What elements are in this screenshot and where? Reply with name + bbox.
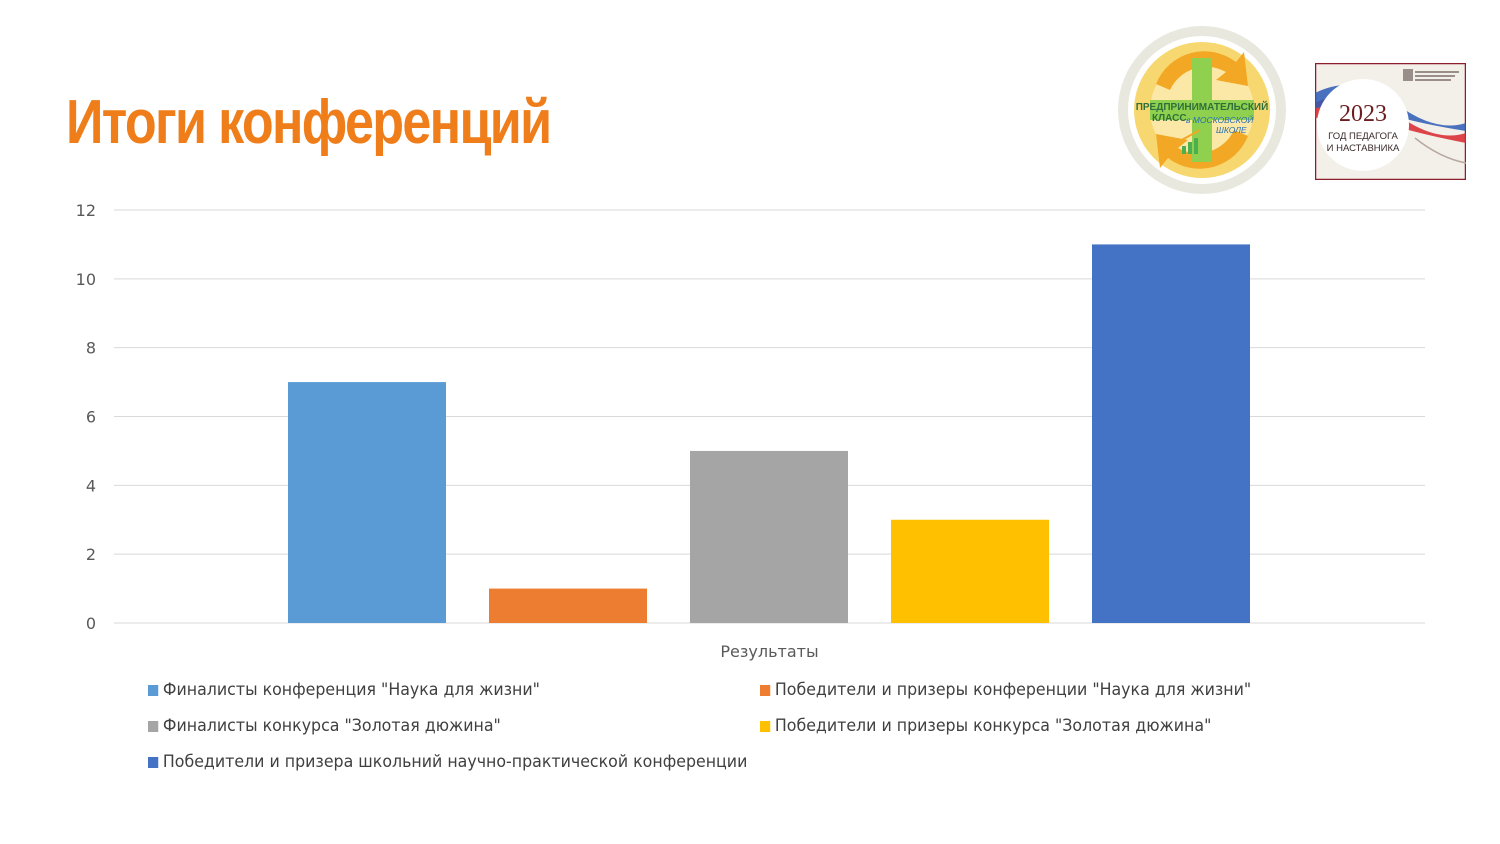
- svg-text:ГОД ПЕДАГОГА: ГОД ПЕДАГОГА: [1328, 131, 1398, 142]
- legend-swatch: [148, 684, 159, 696]
- svg-text:И НАСТАВНИКА: И НАСТАВНИКА: [1327, 143, 1400, 154]
- bar-series-4: [891, 519, 1049, 623]
- y-tick-label: 2: [86, 545, 96, 564]
- legend-item-5: Победители и призера школьний научно-пра…: [148, 752, 747, 772]
- legend-label: Победители и призеры конкурса "Золотая д…: [774, 716, 1212, 736]
- legend-item-1: Финалисты конференция "Наука для жизни": [148, 680, 540, 700]
- svg-text:ШКОЛЕ: ШКОЛЕ: [1216, 125, 1247, 135]
- y-tick-label: 6: [86, 408, 96, 427]
- legend-label: Финалисты конкурса "Золотая дюжина": [162, 716, 501, 736]
- x-category-label: Результаты: [720, 642, 818, 661]
- bar-series-5: [1092, 244, 1250, 623]
- legend-swatch: [148, 756, 159, 768]
- y-tick-label: 10: [76, 270, 96, 289]
- svg-text:ПРЕДПРИНИМАТЕЛЬСКИЙ: ПРЕДПРИНИМАТЕЛЬСКИЙ: [1136, 100, 1269, 113]
- x-axis-category: Результаты: [720, 642, 818, 661]
- entrepreneurial-class-logo: ПРЕДПРИНИМАТЕЛЬСКИЙ КЛАСС в МОСКОВСКОЙ Ш…: [1118, 26, 1286, 194]
- y-tick-label: 12: [76, 201, 96, 220]
- legend-label: Победители и призеры конференции "Наука …: [774, 680, 1252, 700]
- bar-series-3: [690, 450, 848, 623]
- legend-item-4: Победители и призеры конкурса "Золотая д…: [760, 716, 1211, 736]
- svg-text:2023: 2023: [1339, 101, 1387, 127]
- bar-series-2: [489, 588, 647, 623]
- bar-series-1: [288, 382, 446, 623]
- y-tick-label: 8: [86, 339, 96, 358]
- y-axis-ticks: 0 2 4 6 8 10 12: [76, 201, 96, 633]
- svg-text:КЛАСС: КЛАСС: [1152, 113, 1187, 124]
- y-tick-label: 4: [86, 476, 96, 495]
- bars: [288, 244, 1250, 623]
- legend-item-3: Финалисты конкурса "Золотая дюжина": [148, 716, 501, 736]
- legend-swatch: [760, 720, 771, 732]
- legend-item-2: Победители и призеры конференции "Наука …: [760, 680, 1251, 700]
- legend-swatch: [148, 720, 159, 732]
- legend-swatch: [760, 684, 771, 696]
- y-tick-label: 0: [86, 614, 96, 633]
- bar-chart: 0 2 4 6 8 10 12 Результаты: [76, 201, 1425, 661]
- slide-title: Итоги конференций: [66, 88, 552, 157]
- legend-label: Финалисты конференция "Наука для жизни": [162, 680, 540, 700]
- year-of-teacher-logo: 2023 ГОД ПЕДАГОГА И НАСТАВНИКА: [1315, 63, 1466, 180]
- legend-label: Победители и призера школьний научно-пра…: [162, 752, 748, 772]
- svg-text:в МОСКОВСКОЙ: в МОСКОВСКОЙ: [1186, 114, 1254, 125]
